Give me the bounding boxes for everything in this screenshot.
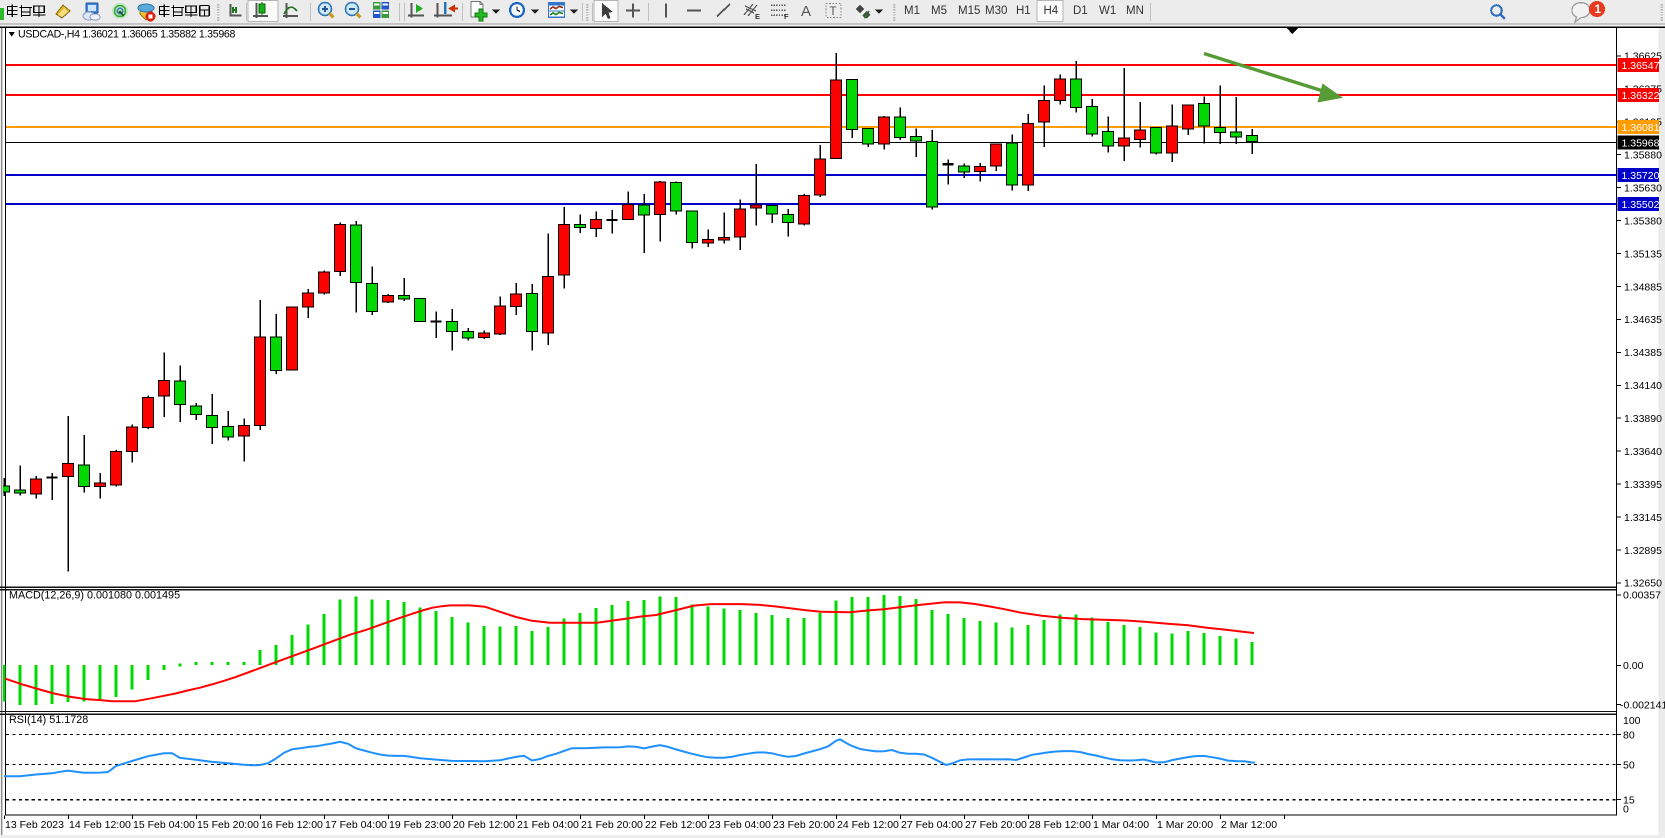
svg-text:0: 0 xyxy=(1623,804,1629,816)
svg-text:50: 50 xyxy=(1623,759,1635,771)
svg-text:1.34635: 1.34635 xyxy=(1624,314,1662,326)
svg-text:23 Feb 04:00: 23 Feb 04:00 xyxy=(709,819,771,831)
svg-text:15 Feb 04:00: 15 Feb 04:00 xyxy=(133,819,195,831)
svg-text:1.35720: 1.35720 xyxy=(1622,170,1660,182)
svg-text:H1: H1 xyxy=(1016,5,1031,17)
svg-text:1.35380: 1.35380 xyxy=(1624,215,1662,227)
svg-text:22 Feb 12:00: 22 Feb 12:00 xyxy=(645,819,707,831)
svg-text:27 Feb 20:00: 27 Feb 20:00 xyxy=(965,819,1027,831)
svg-text:1 Mar 20:00: 1 Mar 20:00 xyxy=(1157,819,1213,831)
svg-text:H4: H4 xyxy=(1044,5,1059,17)
svg-text:28 Feb 12:00: 28 Feb 12:00 xyxy=(1029,819,1091,831)
svg-text:M5: M5 xyxy=(931,5,947,17)
svg-text:USDCAD-,H4 1.36021 1.36065 1.: USDCAD-,H4 1.36021 1.36065 1.35882 1.359… xyxy=(18,29,236,41)
svg-text:1.35135: 1.35135 xyxy=(1624,248,1662,260)
svg-text:1.34885: 1.34885 xyxy=(1624,281,1662,293)
svg-text:0.00: 0.00 xyxy=(1623,660,1644,672)
svg-text:1.36081: 1.36081 xyxy=(1622,122,1660,134)
svg-text:19 Feb 23:00: 19 Feb 23:00 xyxy=(389,819,451,831)
svg-text:1.33395: 1.33395 xyxy=(1624,479,1662,491)
svg-text:1.33640: 1.33640 xyxy=(1624,446,1662,458)
svg-text:24 Feb 12:00: 24 Feb 12:00 xyxy=(837,819,899,831)
svg-text:D1: D1 xyxy=(1073,5,1088,17)
svg-text:E: E xyxy=(755,12,760,21)
svg-text:1.36322: 1.36322 xyxy=(1622,90,1660,102)
svg-text:1.35968: 1.35968 xyxy=(1622,137,1660,149)
svg-text:RSI(14) 51.1728: RSI(14) 51.1728 xyxy=(9,714,88,726)
svg-text:F: F xyxy=(784,12,789,21)
svg-text:M15: M15 xyxy=(958,5,980,17)
svg-text:1: 1 xyxy=(1595,2,1602,16)
svg-text:MN: MN xyxy=(1126,5,1144,17)
svg-text:M30: M30 xyxy=(985,5,1007,17)
svg-text:100: 100 xyxy=(1623,715,1641,727)
svg-text:M1: M1 xyxy=(904,5,920,17)
svg-text:A: A xyxy=(801,3,811,20)
svg-text:16 Feb 12:00: 16 Feb 12:00 xyxy=(261,819,323,831)
svg-text:20 Feb 12:00: 20 Feb 12:00 xyxy=(453,819,515,831)
svg-text:80: 80 xyxy=(1623,729,1635,741)
svg-text:14 Feb 12:00: 14 Feb 12:00 xyxy=(69,819,131,831)
svg-text:W1: W1 xyxy=(1099,5,1116,17)
svg-text:23 Feb 20:00: 23 Feb 20:00 xyxy=(773,819,835,831)
svg-text:1.35502: 1.35502 xyxy=(1622,199,1660,211)
svg-text:1.33890: 1.33890 xyxy=(1624,413,1662,425)
svg-text:1.33145: 1.33145 xyxy=(1624,512,1662,524)
svg-text:1.36547: 1.36547 xyxy=(1622,60,1660,72)
svg-text:1 Mar 04:00: 1 Mar 04:00 xyxy=(1093,819,1149,831)
svg-text:1.35880: 1.35880 xyxy=(1624,150,1662,162)
svg-text:1.32650: 1.32650 xyxy=(1624,578,1662,590)
svg-text:1.35630: 1.35630 xyxy=(1624,182,1662,194)
svg-text:0.00357: 0.00357 xyxy=(1623,590,1661,602)
svg-text:1.34140: 1.34140 xyxy=(1624,380,1662,392)
svg-text:2 Mar 12:00: 2 Mar 12:00 xyxy=(1221,819,1277,831)
svg-text:T: T xyxy=(830,6,837,18)
svg-text:MACD(12,26,9) 0.001080 0.00149: MACD(12,26,9) 0.001080 0.001495 xyxy=(9,590,180,602)
svg-text:15: 15 xyxy=(1623,795,1635,807)
svg-text:-0.002141: -0.002141 xyxy=(1620,700,1665,712)
svg-text:13 Feb 2023: 13 Feb 2023 xyxy=(5,819,64,831)
svg-text:1.34385: 1.34385 xyxy=(1624,347,1662,359)
svg-text:1.32895: 1.32895 xyxy=(1624,545,1662,557)
svg-text:21 Feb 20:00: 21 Feb 20:00 xyxy=(581,819,643,831)
svg-text:15 Feb 20:00: 15 Feb 20:00 xyxy=(197,819,259,831)
svg-text:27 Feb 04:00: 27 Feb 04:00 xyxy=(901,819,963,831)
svg-text:21 Feb 04:00: 21 Feb 04:00 xyxy=(517,819,579,831)
svg-text:17 Feb 04:00: 17 Feb 04:00 xyxy=(325,819,387,831)
